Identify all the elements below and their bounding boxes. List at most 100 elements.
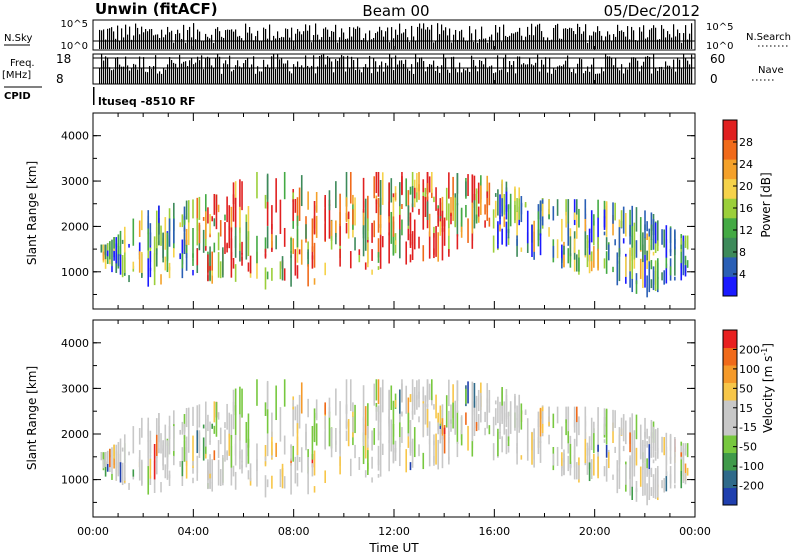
power-mark <box>121 239 124 244</box>
nsky-bar <box>341 28 343 49</box>
power-mark <box>484 204 486 215</box>
power-mark <box>141 272 143 278</box>
velocity-mark <box>452 402 454 429</box>
velocity-mark <box>185 436 188 461</box>
nsky-bar <box>461 29 463 49</box>
nsky-bar <box>165 34 167 49</box>
power-mark <box>597 248 599 271</box>
power-mark <box>123 251 126 273</box>
freq-bar <box>535 62 537 84</box>
velocity-mark <box>394 447 397 453</box>
nsky-bar <box>629 39 631 49</box>
freq-bar <box>325 64 327 84</box>
power-mark <box>249 269 252 278</box>
power-mark <box>347 211 350 220</box>
power-mark <box>646 233 648 241</box>
freq-bar <box>363 67 365 84</box>
freq-bar <box>411 64 413 84</box>
velocity-mark <box>204 401 207 433</box>
freq-bar <box>419 58 421 84</box>
freq-bar <box>147 72 149 84</box>
velocity-mark <box>219 469 222 487</box>
velocity-mark <box>181 447 184 473</box>
freq-bar <box>577 63 579 84</box>
power-mark <box>211 274 213 284</box>
velocity-mark <box>349 458 352 477</box>
power-mark <box>520 247 523 252</box>
power-mark <box>499 194 501 226</box>
colorbar-segment <box>723 347 737 366</box>
power-mark <box>345 222 348 234</box>
freq-bar <box>139 56 141 84</box>
velocity-mark <box>409 441 412 453</box>
freq-bar <box>311 65 313 84</box>
velocity-mark <box>605 458 608 482</box>
nsky-bar <box>271 41 273 49</box>
colorbar-tick-label: 28 <box>739 136 753 149</box>
velocity-mark <box>292 407 295 429</box>
freq-bar <box>219 56 221 84</box>
velocity-mark <box>204 418 207 447</box>
freq-bar <box>663 69 665 84</box>
freq-bar <box>491 65 493 84</box>
power-mark <box>354 237 356 251</box>
colorbar-tick-label: 20 <box>739 180 753 193</box>
freq-unit: [MHz] <box>2 70 31 81</box>
power-mark <box>271 267 273 281</box>
freq-bar <box>169 57 171 84</box>
power-mark <box>475 214 478 224</box>
power-mark <box>520 202 523 223</box>
freq-bar <box>127 65 129 84</box>
power-mark <box>618 248 621 282</box>
velocity-mark <box>399 418 401 448</box>
power-mark <box>204 211 207 239</box>
y-tick-label: 4000 <box>61 130 89 143</box>
velocity-mark <box>520 455 523 460</box>
velocity-mark <box>450 420 452 432</box>
velocity-mark <box>234 388 237 416</box>
power-mark <box>106 243 109 251</box>
freq-bar <box>503 58 505 84</box>
nsky-bar <box>227 29 229 49</box>
velocity-mark <box>631 455 634 488</box>
power-mark <box>656 258 659 290</box>
velocity-mark <box>296 404 299 434</box>
freq-bar <box>561 66 563 84</box>
freq-bar <box>643 61 645 84</box>
freq-bar <box>343 56 345 84</box>
power-mark <box>492 209 495 229</box>
velocity-mark <box>656 427 659 454</box>
velocity-mark <box>264 475 267 498</box>
velocity-mark <box>631 433 634 469</box>
nsky-bar <box>669 34 671 49</box>
freq-bar <box>137 69 139 84</box>
velocity-mark <box>486 405 489 429</box>
power-mark <box>507 237 510 245</box>
freq-bar <box>669 65 671 84</box>
power-mark <box>149 223 152 246</box>
power-mark <box>119 254 122 275</box>
velocity-mark <box>473 382 476 408</box>
freq-bar <box>473 59 475 84</box>
velocity-mark <box>392 424 395 445</box>
velocity-mark <box>211 459 213 479</box>
velocity-mark <box>399 389 401 419</box>
velocity-mark <box>516 405 518 420</box>
nsky-bar <box>429 29 431 49</box>
velocity-mark <box>565 406 567 423</box>
power-mark <box>411 203 414 213</box>
beam-title: Beam 00 <box>362 2 429 20</box>
velocity-mark <box>618 457 621 465</box>
cpid-text: ltuseq -8510 RF <box>98 95 196 108</box>
velocity-mark <box>460 430 463 446</box>
power-mark <box>371 222 373 243</box>
power-mark <box>488 217 491 227</box>
velocity-mark <box>364 470 367 478</box>
velocity-mark <box>593 453 595 476</box>
freq-bar <box>653 54 655 84</box>
velocity-mark <box>183 427 186 433</box>
colorbar-tick-label: 4 <box>739 268 746 281</box>
nsky-bar <box>265 28 267 49</box>
freq-bar <box>103 60 105 84</box>
velocity-mark <box>311 425 314 460</box>
